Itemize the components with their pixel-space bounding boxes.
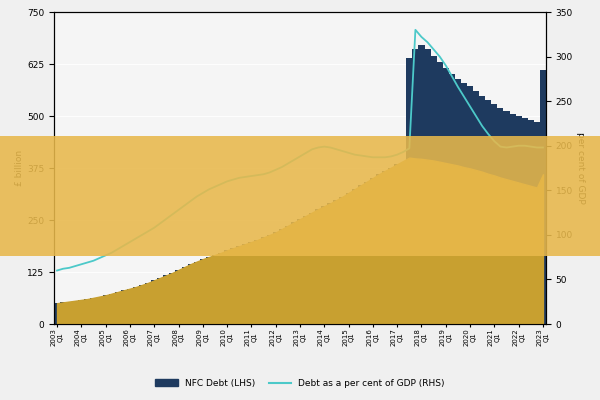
Bar xyxy=(279,229,285,324)
Bar xyxy=(163,275,169,324)
Bar xyxy=(418,45,425,324)
Bar xyxy=(534,122,540,324)
Bar xyxy=(254,240,260,324)
Bar xyxy=(97,296,103,324)
Bar xyxy=(340,197,346,324)
Bar xyxy=(91,298,97,324)
Bar xyxy=(406,58,412,324)
Bar xyxy=(382,171,388,324)
Bar xyxy=(200,259,206,324)
Bar xyxy=(443,68,449,324)
Bar xyxy=(272,232,279,324)
Bar xyxy=(169,273,175,324)
Bar xyxy=(291,222,297,324)
Y-axis label: £ billion: £ billion xyxy=(15,150,24,186)
Bar xyxy=(145,283,151,324)
Legend: NFC Debt (LHS), Debt as a per cent of GDP (RHS): NFC Debt (LHS), Debt as a per cent of GD… xyxy=(151,375,449,392)
Bar xyxy=(266,235,272,324)
Bar xyxy=(260,238,266,324)
Bar xyxy=(303,216,309,324)
Bar xyxy=(321,206,328,324)
Bar xyxy=(248,242,254,324)
Bar xyxy=(285,226,291,324)
Bar xyxy=(127,289,133,324)
Bar xyxy=(54,303,60,324)
Bar xyxy=(242,244,248,324)
Y-axis label: per cent of GDP: per cent of GDP xyxy=(576,132,585,204)
Bar xyxy=(157,278,163,324)
Bar xyxy=(151,280,157,324)
Bar xyxy=(85,299,91,324)
Bar xyxy=(115,292,121,324)
Bar xyxy=(194,262,200,324)
Bar xyxy=(522,118,528,324)
Bar xyxy=(182,267,188,324)
Bar xyxy=(212,255,218,324)
Bar xyxy=(485,100,491,324)
Bar xyxy=(109,294,115,324)
Bar xyxy=(297,219,303,324)
Bar xyxy=(473,91,479,324)
Bar xyxy=(236,246,242,324)
Bar xyxy=(66,302,72,324)
Bar xyxy=(515,116,522,324)
Bar xyxy=(425,50,431,324)
Bar xyxy=(497,108,503,324)
Bar xyxy=(455,78,461,324)
Bar xyxy=(449,74,455,324)
Bar xyxy=(78,300,85,324)
Bar xyxy=(352,189,358,324)
Bar xyxy=(188,264,194,324)
Bar xyxy=(309,212,315,324)
Bar xyxy=(121,290,127,324)
Bar xyxy=(461,83,467,324)
Bar xyxy=(412,50,418,324)
Bar xyxy=(540,70,546,324)
Bar xyxy=(334,200,340,324)
Bar xyxy=(139,285,145,324)
Bar xyxy=(175,270,182,324)
Bar xyxy=(103,295,109,324)
Bar xyxy=(72,301,78,324)
Bar xyxy=(376,174,382,324)
Bar xyxy=(394,164,400,324)
Bar xyxy=(509,114,515,324)
Bar xyxy=(431,56,437,324)
Bar xyxy=(358,186,364,324)
Bar xyxy=(364,182,370,324)
Bar xyxy=(230,248,236,324)
Bar xyxy=(315,209,321,324)
Bar xyxy=(218,253,224,324)
Bar xyxy=(346,193,352,324)
Bar xyxy=(224,250,230,324)
Bar xyxy=(206,257,212,324)
Bar xyxy=(370,178,376,324)
Bar xyxy=(388,168,394,324)
Bar xyxy=(491,104,497,324)
Bar xyxy=(503,111,509,324)
Bar xyxy=(133,287,139,324)
Bar xyxy=(437,62,443,324)
Bar xyxy=(328,203,334,324)
Bar xyxy=(467,86,473,324)
Bar xyxy=(479,96,485,324)
Bar xyxy=(400,303,406,324)
Bar xyxy=(60,302,66,324)
Bar xyxy=(528,120,534,324)
